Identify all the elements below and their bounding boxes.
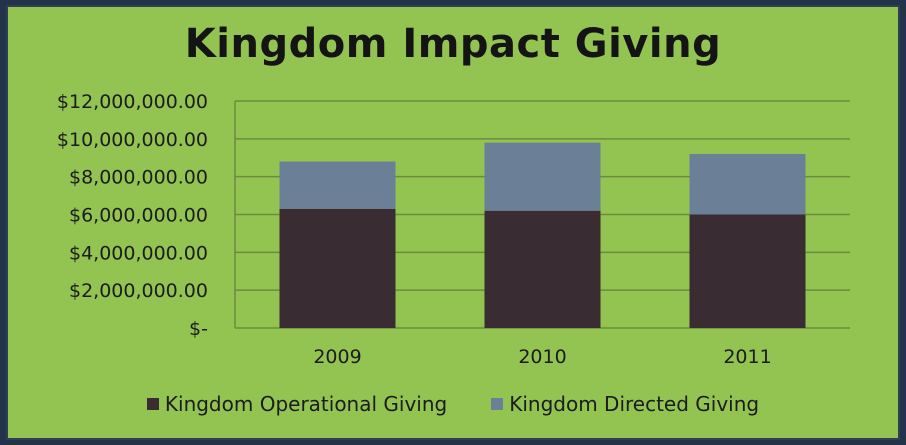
legend-label-operational: Kingdom Operational Giving [164,392,448,416]
y-tick-label: $4,000,000.00 [69,242,208,264]
legend-swatch-operational [146,398,159,410]
chart-title: Kingdom Impact Giving [184,21,722,67]
x-tick-label: 2009 [313,346,361,368]
legend-item-operational: Kingdom Operational Giving [146,392,448,416]
y-tick-label: $6,000,000.00 [69,205,208,227]
y-tick-label: $2,000,000.00 [69,280,208,302]
legend-item-directed: Kingdom Directed Giving [491,392,759,416]
chart-legend: Kingdom Operational Giving Kingdom Direc… [0,392,906,416]
bar-operational [484,210,601,328]
y-tick-label: $12,000,000.00 [57,91,208,113]
y-tick-label: $10,000,000.00 [57,129,208,151]
x-tick-label: 2010 [518,346,566,368]
x-tick-label: 2011 [723,346,771,368]
y-tick-label: $8,000,000.00 [69,167,208,189]
y-tick-label: $- [189,318,208,340]
bar-operational [689,214,806,328]
bar-directed [689,153,806,215]
bar-directed [279,161,396,209]
bar-operational [279,208,396,328]
bar-directed [484,142,601,211]
legend-label-directed: Kingdom Directed Giving [509,392,760,416]
legend-swatch-directed [491,398,504,410]
